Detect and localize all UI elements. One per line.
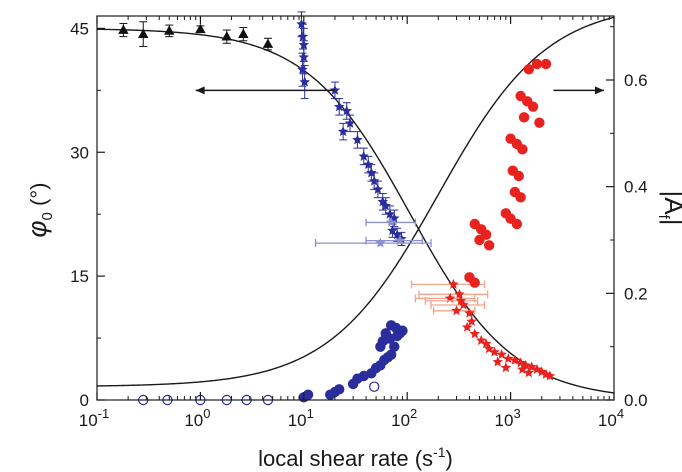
right-y-axis-title: |Af| (655, 190, 682, 225)
star-point (500, 362, 512, 373)
circle-point (385, 349, 397, 360)
y-right-tick-label: 0.6 (624, 71, 648, 90)
star-point (375, 237, 386, 248)
star-point (329, 84, 341, 95)
star-point (298, 51, 310, 62)
circle-point (513, 170, 524, 182)
circle-point (517, 144, 528, 155)
circle-point (377, 336, 388, 347)
circle-point (469, 277, 480, 288)
star-point (296, 18, 307, 29)
y-left-tick-label: 45 (70, 19, 89, 38)
x-tick-label: 103 (495, 406, 521, 430)
star-point (384, 208, 396, 219)
star-point (385, 216, 397, 227)
star-point (448, 278, 459, 289)
x-tick-label: 10-1 (79, 406, 109, 430)
star-point (489, 346, 500, 357)
fit-curve-right (97, 16, 614, 387)
y-left-tick-label: 15 (70, 267, 89, 286)
circle-point (385, 320, 397, 331)
triangle-point (262, 38, 274, 48)
star-point (299, 76, 310, 87)
y-right-tick-label: 0.0 (624, 391, 648, 410)
star-point (464, 307, 475, 318)
star-point (523, 367, 535, 378)
star-point (297, 31, 309, 42)
star-point (469, 328, 480, 339)
star-point (337, 126, 349, 137)
star-point (394, 235, 406, 246)
x-tick-label: 101 (288, 406, 314, 430)
star-point (496, 349, 507, 360)
curve-layer (97, 16, 614, 394)
left-y-axis-title: φ0 (°) (22, 183, 56, 238)
star-point (341, 105, 352, 116)
star-point (333, 101, 345, 112)
y-left-tick-label: 30 (70, 143, 89, 162)
triangle-point (164, 25, 175, 35)
y-right-tick-label: 0.4 (624, 178, 648, 197)
circle-point (527, 101, 539, 112)
circle-point (523, 64, 535, 75)
star-point (544, 370, 556, 381)
triangle-point (138, 28, 149, 39)
circle-point (302, 389, 314, 400)
fit-curve-left (97, 28, 614, 394)
circle-point (483, 240, 495, 251)
plot-frame (96, 15, 615, 401)
circle-point (474, 234, 485, 246)
x-tick-label: 100 (184, 406, 210, 430)
y-right-tick-label: 0.2 (624, 284, 648, 303)
x-tick-label: 102 (391, 406, 417, 430)
circle-point (511, 218, 523, 230)
arrow-head-right (594, 86, 604, 95)
triangle-point (118, 24, 129, 34)
circle-point (518, 112, 530, 123)
star-point (380, 200, 391, 211)
triangle-point (195, 23, 206, 34)
annotation-arrows (195, 86, 604, 95)
star-point (352, 134, 363, 145)
data-points (118, 11, 556, 406)
circle-point (515, 192, 526, 203)
star-point (492, 356, 503, 367)
circle-point (540, 58, 552, 70)
y-left-tick-label: 0 (80, 391, 89, 410)
star-point (451, 305, 462, 316)
star-point (372, 183, 384, 194)
star-point (387, 225, 398, 236)
circle-point (334, 384, 345, 395)
circle-point (389, 341, 400, 352)
x-tick-label: 104 (598, 406, 624, 430)
arrow-head-left (195, 86, 205, 95)
star-point (344, 117, 356, 128)
star-point (503, 353, 514, 364)
star-point (454, 288, 465, 299)
open-circle-point (369, 381, 380, 392)
triangle-point (238, 28, 249, 39)
star-point (458, 299, 469, 310)
axis-ticks: 10-1 100 101 102 103 104 0 15 30 45 0.0 0.2 0.4 0.6 (70, 16, 648, 430)
star-point (466, 316, 477, 326)
star-point (369, 175, 380, 186)
star-point (358, 150, 369, 161)
circle-point (534, 117, 545, 128)
triangle-point (221, 31, 233, 41)
circle-point (531, 58, 543, 70)
x-axis-title: local shear rate (s-1) (258, 444, 453, 471)
star-point (461, 321, 473, 332)
